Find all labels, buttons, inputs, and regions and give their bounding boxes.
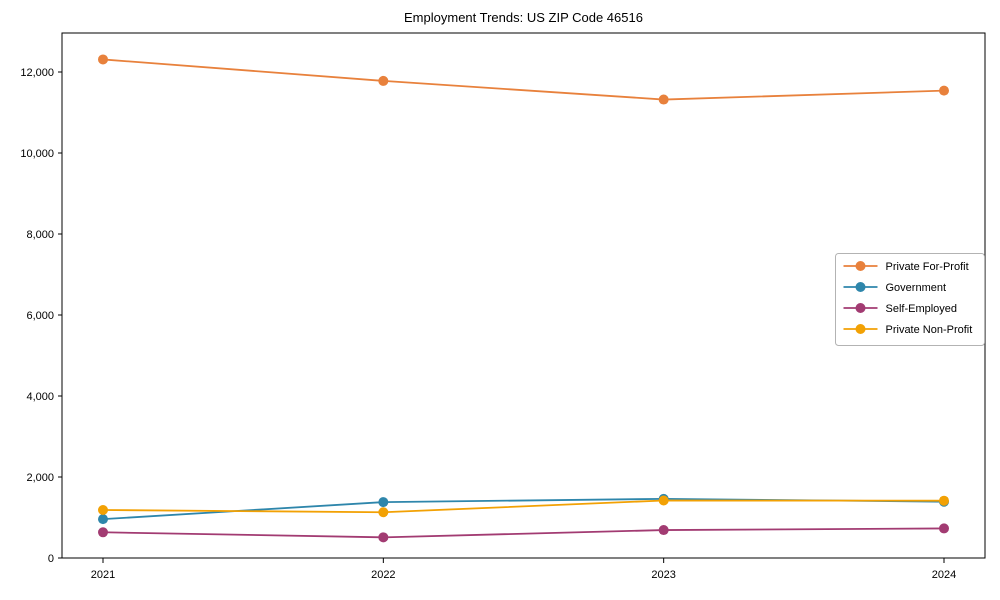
data-point-marker — [939, 523, 949, 534]
data-point-marker — [98, 514, 108, 525]
data-point-marker — [658, 525, 669, 536]
legend-marker-icon — [855, 324, 866, 334]
legend-item: Self-Employed — [843, 303, 958, 315]
x-tick-label: 2022 — [371, 569, 395, 581]
legend-item: Private For-Profit — [843, 261, 969, 273]
legend-box — [835, 253, 985, 346]
y-tick-label: 10,000 — [20, 148, 54, 160]
data-point-marker — [378, 532, 389, 543]
y-tick-label: 2,000 — [26, 472, 54, 484]
data-point-marker — [939, 85, 949, 96]
legend-item: Private Non-Profit — [843, 324, 973, 336]
legend-marker-icon — [855, 261, 866, 271]
chart-title: Employment Trends: US ZIP Code 46516 — [404, 10, 643, 25]
legend-label: Private For-Profit — [886, 261, 969, 273]
legend-label: Government — [886, 282, 947, 294]
y-tick-label: 6,000 — [26, 310, 54, 322]
data-point-marker — [98, 505, 108, 516]
series-line — [102, 497, 945, 521]
data-point-marker — [939, 495, 949, 506]
data-point-marker — [378, 75, 389, 86]
data-point-marker — [98, 527, 108, 538]
legend-item: Government — [843, 282, 947, 294]
y-tick-label: 12,000 — [20, 67, 54, 79]
legend-marker-icon — [855, 303, 866, 313]
data-point-marker — [378, 507, 389, 518]
data-point-marker — [98, 54, 108, 65]
legend-label: Private Non-Profit — [886, 324, 973, 336]
x-tick-label: 2021 — [91, 569, 115, 581]
series-line — [102, 58, 945, 101]
y-tick-label: 4,000 — [26, 391, 54, 403]
y-tick-label: 8,000 — [26, 229, 54, 241]
y-tick-label: 0 — [48, 553, 54, 565]
series-line — [102, 527, 945, 539]
legend: Private For-Profit Government Self-Employe… — [835, 253, 985, 346]
legend-marker-icon — [855, 282, 866, 292]
data-point-marker — [378, 497, 389, 508]
data-point-marker — [658, 495, 669, 506]
x-tick-label: 2023 — [651, 569, 675, 581]
series-line — [102, 499, 945, 514]
x-tick-label: 2024 — [932, 569, 956, 581]
legend-label: Self-Employed — [886, 303, 958, 315]
data-point-marker — [658, 94, 669, 105]
